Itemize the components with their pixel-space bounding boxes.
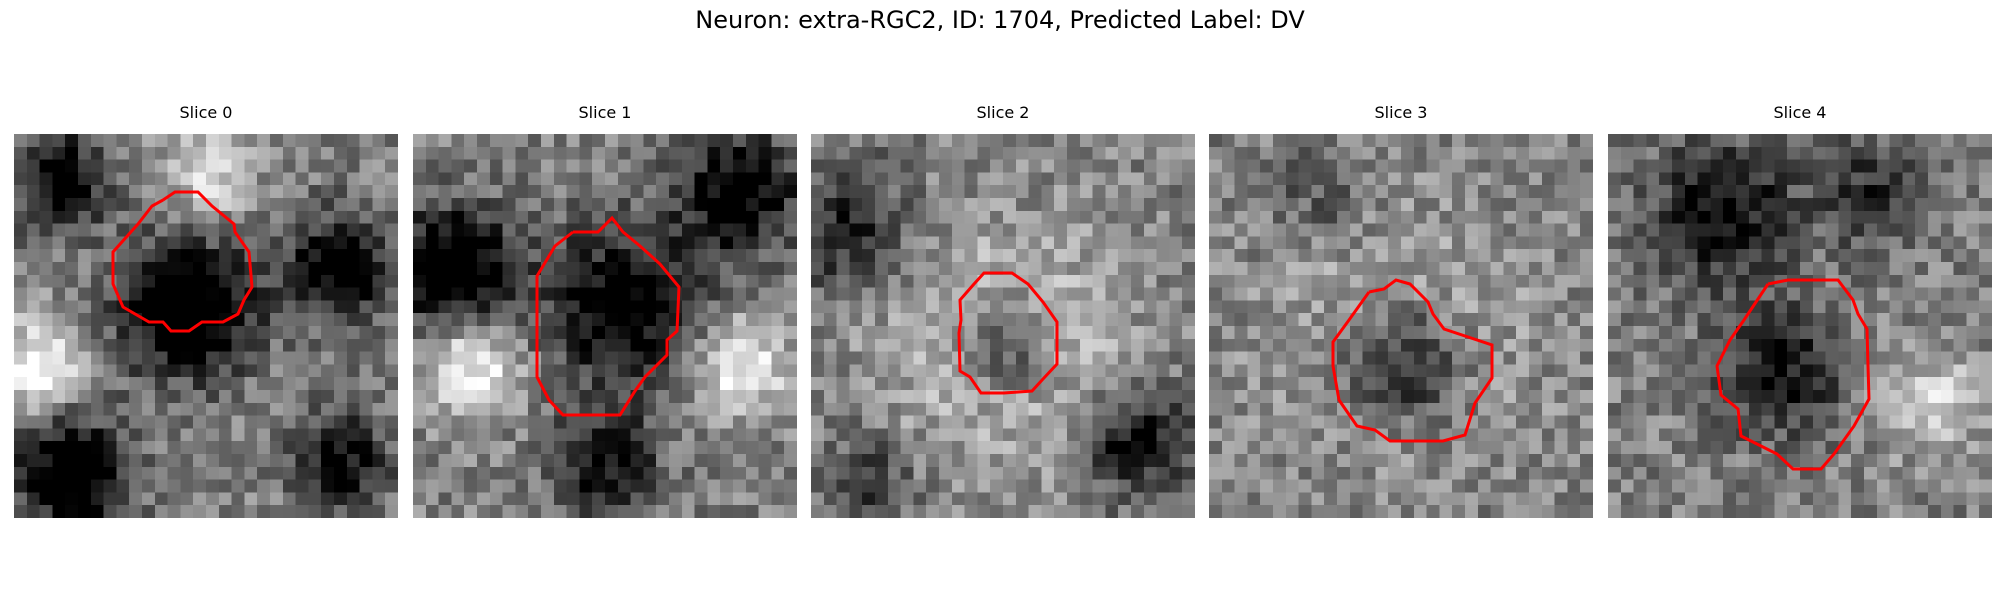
slice-title: Slice 3	[1374, 103, 1428, 122]
slice-panel-3: Slice 3	[1209, 100, 1593, 518]
grayscale-image	[413, 134, 797, 518]
grayscale-image	[811, 134, 1195, 518]
grayscale-image	[1209, 134, 1593, 518]
slice-panel-1: Slice 1	[413, 100, 797, 518]
roi-contour	[111, 190, 254, 333]
roi-contour	[535, 215, 681, 417]
figure-title: Neuron: extra-RGC2, ID: 1704, Predicted …	[695, 6, 1305, 34]
slice-title: Slice 1	[578, 103, 632, 122]
slice-panel-2: Slice 2	[811, 100, 1195, 518]
grayscale-image	[1608, 134, 1992, 518]
roi-contour	[1715, 278, 1871, 471]
slice-image	[1608, 134, 1992, 518]
slice-panel-4: Slice 4	[1608, 100, 1992, 518]
roi-contour	[1331, 278, 1494, 443]
slice-title: Slice 0	[179, 103, 233, 122]
slice-image	[14, 134, 398, 518]
roi-contour	[957, 271, 1059, 395]
slice-image	[1209, 134, 1593, 518]
slice-title: Slice 2	[976, 103, 1030, 122]
slice-title: Slice 4	[1773, 103, 1827, 122]
slice-panel-0: Slice 0	[14, 100, 398, 518]
slice-image	[811, 134, 1195, 518]
slice-image	[413, 134, 797, 518]
